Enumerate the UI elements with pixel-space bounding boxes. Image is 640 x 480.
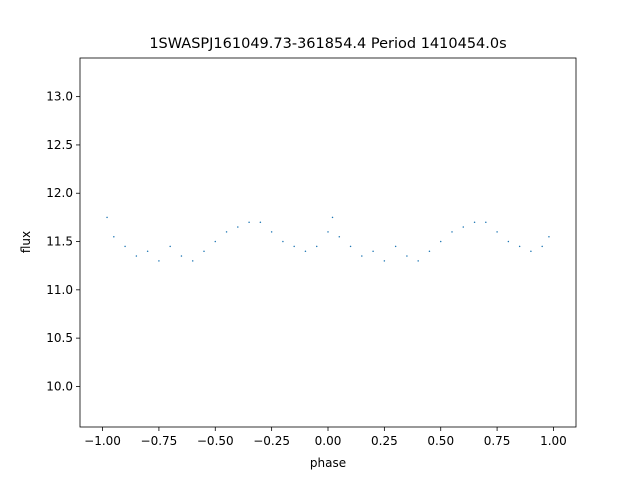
data-point bbox=[237, 226, 239, 228]
x-axis-label: phase bbox=[310, 456, 346, 470]
data-point bbox=[406, 255, 408, 257]
data-point bbox=[548, 235, 550, 238]
data-point bbox=[462, 226, 465, 228]
y-tick-label: 10.5 bbox=[46, 331, 73, 345]
data-point bbox=[304, 250, 307, 252]
data-point bbox=[225, 231, 228, 233]
data-point bbox=[106, 216, 108, 219]
y-axis: 10.0 10.5 11.0 11.5 12.0 12.5 13.0 bbox=[46, 90, 80, 393]
data-point bbox=[124, 245, 126, 248]
data-point bbox=[485, 221, 487, 223]
data-point bbox=[417, 260, 419, 262]
data-points bbox=[106, 216, 550, 262]
data-point bbox=[338, 235, 341, 238]
chart-title: 1SWASPJ161049.73-361854.4 Period 1410454… bbox=[149, 36, 506, 52]
y-tick-label: 11.0 bbox=[46, 283, 73, 297]
y-axis-label: flux bbox=[19, 231, 33, 253]
data-point bbox=[270, 231, 273, 233]
data-point bbox=[191, 260, 194, 262]
data-point bbox=[349, 245, 352, 248]
data-point bbox=[180, 255, 183, 257]
data-point bbox=[394, 245, 397, 248]
data-point bbox=[169, 245, 171, 248]
data-point bbox=[214, 240, 217, 243]
y-tick-label: 11.5 bbox=[46, 235, 73, 249]
data-point bbox=[518, 245, 521, 248]
x-tick-label: 0.75 bbox=[484, 434, 511, 448]
data-point bbox=[293, 245, 295, 248]
x-tick-label: 0.50 bbox=[427, 434, 454, 448]
data-point bbox=[361, 255, 363, 257]
data-point bbox=[530, 250, 532, 252]
data-point bbox=[541, 245, 543, 248]
x-tick-label: 0.25 bbox=[371, 434, 398, 448]
x-tick-label: −1.00 bbox=[84, 434, 121, 448]
x-tick-label: −0.75 bbox=[141, 434, 178, 448]
x-tick-label: 1.00 bbox=[540, 434, 567, 448]
data-point bbox=[203, 250, 205, 252]
data-point bbox=[315, 245, 318, 248]
data-point bbox=[473, 221, 476, 223]
data-point bbox=[327, 231, 329, 233]
x-tick-label: −0.50 bbox=[197, 434, 234, 448]
data-point bbox=[282, 240, 284, 243]
y-tick-label: 13.0 bbox=[46, 90, 73, 104]
data-point bbox=[439, 240, 442, 243]
data-point bbox=[451, 231, 453, 233]
data-point bbox=[146, 250, 149, 252]
data-point bbox=[496, 231, 498, 233]
data-point bbox=[248, 221, 250, 223]
data-point bbox=[507, 240, 510, 243]
data-point bbox=[135, 255, 138, 257]
y-tick-label: 10.0 bbox=[46, 379, 73, 393]
data-point bbox=[331, 216, 334, 219]
data-point bbox=[428, 250, 431, 252]
data-point bbox=[158, 260, 160, 262]
y-tick-label: 12.5 bbox=[46, 138, 73, 152]
data-point bbox=[259, 221, 262, 223]
data-point bbox=[372, 250, 374, 252]
data-point bbox=[383, 260, 386, 262]
x-tick-label: 0.00 bbox=[315, 434, 342, 448]
y-tick-label: 12.0 bbox=[46, 186, 73, 200]
x-axis: −1.00 −0.75 −0.50 −0.25 0.00 0.25 0.50 0.75 1.00 bbox=[84, 427, 567, 448]
x-tick-label: −0.25 bbox=[253, 434, 290, 448]
data-point bbox=[113, 235, 115, 238]
